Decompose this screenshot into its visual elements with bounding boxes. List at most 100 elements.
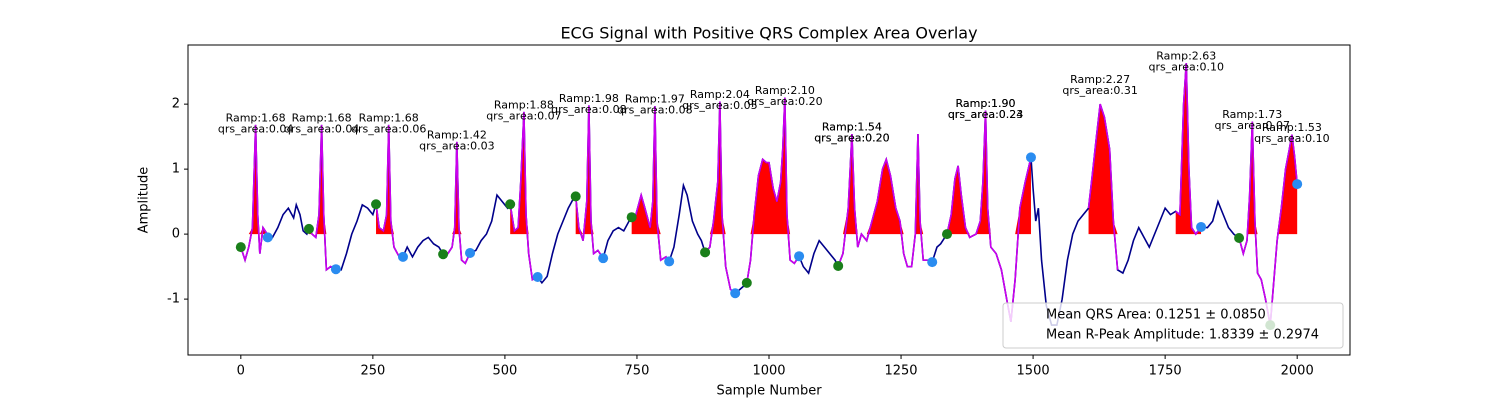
plot-area [235, 63, 1303, 331]
onset-point [505, 199, 516, 210]
offset-point [330, 264, 341, 275]
annotation-text: Ramp:1.68 [292, 111, 352, 124]
offset-point [532, 272, 543, 283]
onset-point [371, 199, 382, 210]
offset-point [794, 251, 805, 262]
qrs-segment [704, 101, 736, 294]
annotation-text: qrs_area:0.03 [419, 139, 494, 152]
qrs-segment [631, 106, 670, 262]
annotation-text: Ramp:1.73 [1222, 108, 1282, 121]
qrs-area [946, 110, 1031, 235]
onset-point [570, 191, 581, 202]
qrs-segment [1175, 63, 1202, 236]
y-tick-label: 0 [172, 227, 180, 242]
qrs-segment [240, 124, 268, 263]
qrs-segment [574, 105, 604, 259]
qrs-segment [746, 97, 800, 283]
qrs-area [631, 106, 670, 235]
annotation-text: qrs_area:0.04 [218, 122, 293, 135]
legend: Mean QRS Area: 0.1251 ± 0.0850 Mean R-Pea… [1002, 302, 1344, 349]
annotation-text: qrs_area:0.31 [1062, 84, 1137, 97]
annotation-text: qrs_area:0.20 [814, 132, 889, 145]
x-tick-label: 2000 [1281, 364, 1314, 379]
annotation-text: qrs_area:0.24 [948, 108, 1023, 121]
onset-point [741, 277, 752, 288]
annotation-text: qrs_area:0.23 [948, 108, 1023, 121]
qrs-segment [308, 124, 337, 272]
offset-point [465, 247, 476, 258]
offset-point [262, 232, 273, 243]
axes-frame [187, 44, 1351, 356]
annotation-text: Ramp:1.54 [822, 121, 882, 134]
onset-point [1234, 233, 1245, 244]
annotation-text: Ramp:2.63 [1156, 50, 1216, 63]
qrs-segment [837, 133, 933, 268]
annotation-text: Ramp:1.90 [956, 97, 1016, 110]
annotation-text: qrs_area:0.20 [814, 132, 889, 145]
offset-point [397, 251, 408, 262]
onset-point [626, 212, 637, 223]
x-tick-label: 250 [360, 364, 385, 379]
annotation-text: qrs_area:0.08 [551, 103, 626, 116]
annotation-text: qrs_area:0.07 [486, 109, 561, 122]
qrs-area [1239, 121, 1298, 235]
annotation-text: Ramp:1.68 [226, 111, 286, 124]
annotation-text: Ramp:1.88 [494, 98, 554, 111]
x-tick-label: 1750 [1149, 364, 1182, 379]
annotation-text: qrs_area:0.08 [617, 104, 692, 117]
y-tick-label: -1 [167, 292, 180, 307]
annotation-text: qrs_area:0.07 [1215, 119, 1290, 132]
annotation-text: Ramp:2.27 [1070, 73, 1130, 86]
qrs-area [1088, 104, 1118, 235]
annotation-text: qrs_area:0.06 [351, 122, 426, 135]
annotation-text: Ramp:1.68 [359, 111, 419, 124]
offset-point [730, 288, 741, 299]
qrs-segment [1087, 103, 1119, 270]
onset-point [303, 223, 314, 234]
annotation-text: Ramp:2.04 [690, 88, 750, 101]
qrs-area [705, 101, 736, 235]
x-tick-label: 1500 [1017, 364, 1050, 379]
offset-point [1196, 221, 1207, 232]
y-tick-label: 2 [172, 97, 180, 112]
annotation-text: qrs_area:0.10 [1149, 61, 1224, 74]
legend-entry: Mean R-Peak Amplitude: 1.8339 ± 0.2974 [1046, 328, 1319, 343]
annotation-text: qrs_area:0.10 [1254, 132, 1329, 145]
x-tick-label: 0 [237, 364, 245, 379]
qrs-area [838, 134, 933, 235]
qrs-segment [443, 141, 471, 265]
y-axis-label: Amplitude [137, 167, 152, 234]
onset-point [235, 242, 246, 253]
onset-point [438, 249, 449, 260]
annotation-text: qrs_area:0.05 [682, 99, 757, 112]
annotation-text: Ramp:1.90 [956, 97, 1016, 110]
annotation-text: Ramp:1.98 [559, 92, 619, 105]
offset-point [1025, 152, 1036, 163]
chart-title: ECG Signal with Positive QRS Complex Are… [560, 24, 977, 43]
legend-entry: Mean QRS Area: 0.1251 ± 0.0850 [1046, 308, 1266, 323]
x-tick-label: 1000 [752, 364, 785, 379]
offset-point [598, 253, 609, 264]
offset-point [1292, 179, 1303, 190]
annotation-text: qrs_area:0.20 [747, 95, 822, 108]
x-tick-label: 500 [492, 364, 517, 379]
x-axis-label: Sample Number [716, 384, 822, 399]
annotation-text: qrs_area:0.04 [284, 122, 359, 135]
qrs-area [443, 141, 471, 235]
qrs-segment [509, 111, 539, 281]
